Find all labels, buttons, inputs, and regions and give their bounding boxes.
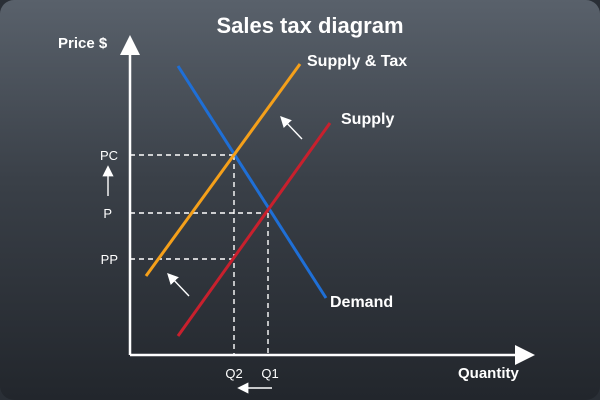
q2-tick-label: Q2 (225, 366, 242, 381)
supply-label: Supply (341, 111, 394, 128)
arrow-up-left-icon (280, 115, 303, 140)
arrow-up-left-icon (167, 272, 190, 297)
supply-tax-curve (144, 63, 302, 277)
p-tick-label: P (103, 206, 112, 221)
pc-tick-label: PC (100, 148, 118, 163)
pp-tick-label: PP (101, 252, 118, 267)
x-axis-label: Quantity (458, 365, 519, 382)
q1-tick-label: Q1 (261, 366, 278, 381)
diagram-title: Sales tax diagram (216, 13, 403, 38)
y-axis-label: Price $ (58, 35, 108, 52)
demand-curve (176, 65, 328, 299)
supply-tax-label: Supply & Tax (307, 53, 407, 70)
supply-curve (176, 122, 332, 337)
demand-label: Demand (330, 294, 393, 311)
